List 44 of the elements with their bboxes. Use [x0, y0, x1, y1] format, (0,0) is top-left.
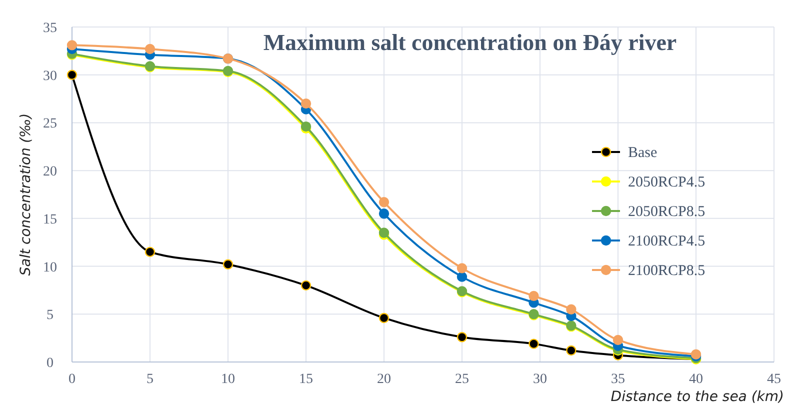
- legend-label: 2100RCP4.5: [628, 234, 706, 250]
- point: [456, 332, 468, 342]
- x-tick-label: 25: [455, 372, 469, 387]
- point: [528, 338, 539, 349]
- legend-label: 2050RCP4.5: [628, 174, 706, 190]
- x-tick-label: 35: [611, 372, 625, 387]
- x-tick-label: 5: [146, 372, 154, 387]
- y-tick-label: 30: [43, 68, 57, 84]
- x-tick-label: 30: [533, 372, 547, 387]
- y-tick-label: 15: [43, 212, 57, 228]
- point: [300, 280, 312, 291]
- x-tick-label: 0: [68, 372, 76, 387]
- y-axis-title: Salt concentration (‰): [18, 113, 34, 276]
- point: [144, 44, 156, 54]
- point: [566, 304, 576, 314]
- point: [378, 312, 390, 324]
- y-tick-label: 5: [46, 308, 54, 324]
- point: [144, 246, 156, 258]
- y-tick-label: 35: [43, 21, 57, 36]
- point: [566, 345, 576, 356]
- x-tick-label: 15: [299, 372, 313, 387]
- y-tick-label: 20: [43, 164, 57, 180]
- point: [528, 290, 539, 302]
- point: [378, 197, 390, 208]
- y-tick-label: 25: [43, 116, 57, 132]
- point: [300, 98, 312, 109]
- point: [66, 70, 78, 80]
- legend-label: Base: [628, 145, 658, 161]
- x-tick-label: 45: [767, 372, 781, 387]
- point: [378, 208, 390, 219]
- y-tick-label: 0: [46, 356, 54, 371]
- point: [612, 334, 624, 346]
- y-tick-label: 10: [43, 260, 57, 276]
- point: [456, 272, 468, 282]
- x-tick-label: 20: [377, 372, 391, 387]
- x-tick-label: 10: [221, 372, 235, 387]
- x-tick-label: 40: [689, 372, 703, 387]
- legend-label: 2050RCP8.5: [628, 204, 706, 220]
- point: [222, 259, 234, 270]
- legend-label: 2100RCP8.5: [628, 263, 706, 279]
- point: [456, 263, 468, 274]
- x-axis-title: Distance to the sea (km): [610, 389, 784, 405]
- point: [66, 40, 78, 50]
- chart-title: Maximum salt concentration on Đáy river: [263, 30, 677, 55]
